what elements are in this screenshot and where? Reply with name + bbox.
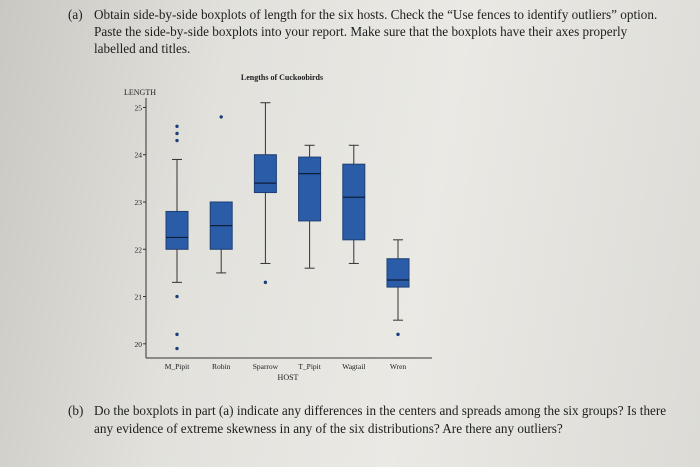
boxplot-group [253, 102, 277, 285]
question-b-text: Do the boxplots in part (a) indicate any… [94, 403, 667, 436]
chart-title: Lengths of Cuckoobirds [241, 73, 323, 82]
x-tick-label: T_Pipit [298, 362, 321, 371]
outlier-point [175, 138, 179, 143]
box [386, 258, 410, 288]
outlier-point [175, 346, 179, 351]
box [165, 210, 189, 250]
outlier-point [219, 115, 223, 119]
question-a: (a) Obtain side-by-side boxplots of leng… [68, 6, 668, 57]
y-tick-label: 21 [135, 293, 143, 302]
boxplot-group [386, 239, 410, 337]
outlier-point [263, 280, 268, 285]
box [298, 156, 322, 222]
question-b: (b) Do the boxplots in part (a) indicate… [68, 402, 668, 438]
boxplot-group [209, 115, 233, 274]
boxes [165, 102, 410, 351]
x-tick-label: Sparrow [253, 362, 279, 371]
box [253, 154, 277, 194]
y-tick-label: 24 [135, 151, 143, 160]
x-axis-label: HOST [278, 373, 299, 382]
y-tick-label: 25 [135, 103, 143, 112]
outlier-point [175, 332, 179, 337]
boxplot-group [298, 144, 322, 269]
box [342, 163, 366, 241]
x-ticks: M_Pipit Robin Sparrow T_Pipit Wagtail Wren [165, 362, 407, 371]
y-tick-label: 23 [135, 198, 143, 207]
x-tick-label: M_Pipit [165, 362, 191, 371]
x-tick-label: Wren [390, 362, 407, 371]
outlier-point [175, 131, 179, 136]
boxplot-group [165, 124, 189, 351]
y-ticks: 25 24 23 22 21 20 [135, 103, 146, 349]
y-axis-label: LENGTH [124, 88, 156, 97]
y-tick-label: 20 [135, 340, 143, 349]
question-a-text: Obtain side-by-side boxplots of length f… [94, 7, 658, 56]
question-b-label: (b) [68, 403, 84, 418]
outlier-point [396, 332, 400, 337]
outlier-point [175, 124, 179, 129]
x-tick-label: Wagtail [342, 362, 365, 371]
x-tick-label: Robin [212, 362, 231, 371]
boxplot-group [342, 144, 366, 264]
y-tick-label: 22 [135, 245, 143, 254]
outlier-point [175, 294, 179, 299]
question-a-label: (a) [68, 7, 83, 22]
